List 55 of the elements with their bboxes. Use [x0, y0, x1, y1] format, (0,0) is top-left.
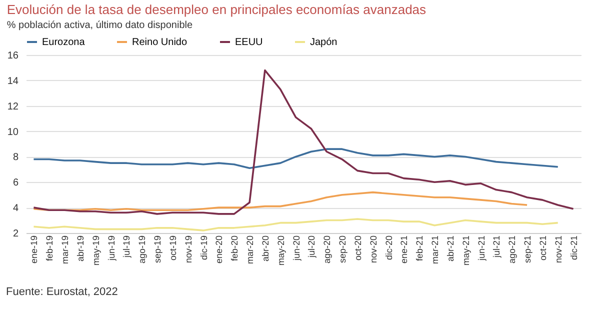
y-tick-label: 8	[12, 152, 19, 164]
line-series	[32, 218, 559, 232]
legend-label: EEUU	[235, 37, 263, 48]
y-tick-label: 12	[7, 101, 19, 112]
x-tick-label: abr-21	[445, 236, 456, 262]
legend-label: Eurozona	[42, 37, 86, 48]
chart-title: Evolución de la tasa de desempleo en principales economías avanzadas	[6, 2, 427, 17]
x-tick-label: jun-20	[291, 236, 302, 262]
x-tick-label: may-19	[90, 236, 101, 266]
y-tick-label: 6	[12, 178, 19, 189]
line-series	[32, 191, 528, 212]
x-tick-label: ago-20	[322, 236, 332, 264]
x-tick-label: mar-21	[430, 236, 440, 264]
x-tick-label: ago-21	[507, 236, 518, 264]
x-tick-label: sep-20	[338, 236, 348, 264]
x-tick-label: feb-19	[44, 236, 55, 262]
x-tick-label: nov-19	[183, 236, 194, 264]
y-tick-label: 14	[7, 76, 19, 87]
x-tick-label: feb-21	[414, 236, 425, 262]
x-tick-label: ene-20	[214, 236, 224, 264]
x-tick-label: dic-20	[384, 236, 394, 260]
x-tick-label: jul-21	[492, 236, 502, 259]
x-tick-label: ene-21	[399, 236, 410, 264]
x-tick-label: may-21	[460, 236, 471, 266]
x-tick-label: sep-19	[152, 236, 163, 264]
x-tick-label: oct-19	[168, 236, 178, 261]
x-tick-label: feb-20	[230, 236, 240, 262]
line-series	[32, 69, 574, 215]
x-tick-label: oct-20	[352, 236, 363, 261]
y-tick-label: 10	[7, 126, 19, 138]
legend-label: Japón	[310, 37, 338, 48]
y-tick-label: 2	[12, 228, 19, 240]
legend-label: Reino Unido	[132, 37, 188, 48]
x-tick-label: abr-19	[75, 236, 86, 262]
line-series	[32, 148, 559, 170]
x-tick-label: ene-19	[29, 236, 40, 264]
y-tick-label: 16	[7, 50, 19, 62]
x-tick-label: dic-19	[198, 236, 209, 260]
x-tick-label: jun-21	[476, 236, 486, 262]
x-tick-label: may-20	[276, 236, 286, 266]
source-note: Fuente: Eurostat, 2022	[5, 285, 119, 300]
x-tick-label: jul-19	[122, 236, 132, 259]
x-tick-label: oct-21	[538, 236, 548, 261]
x-tick-label: nov-20	[368, 236, 378, 264]
x-tick-label: mar-20	[245, 236, 256, 264]
x-tick-label: jun-19	[106, 236, 116, 262]
y-tick-label: 4	[12, 203, 19, 214]
x-tick-label: nov-21	[553, 236, 564, 264]
x-tick-label: dic-21	[568, 236, 579, 260]
x-tick-label: jul-20	[306, 236, 317, 259]
chart-subtitle: % población activa, último dato disponible	[6, 20, 193, 31]
x-tick-label: abr-20	[260, 236, 270, 262]
x-tick-label: ago-19	[137, 236, 148, 264]
x-tick-label: mar-19	[60, 236, 70, 264]
x-tick-label: sep-21	[522, 236, 533, 264]
